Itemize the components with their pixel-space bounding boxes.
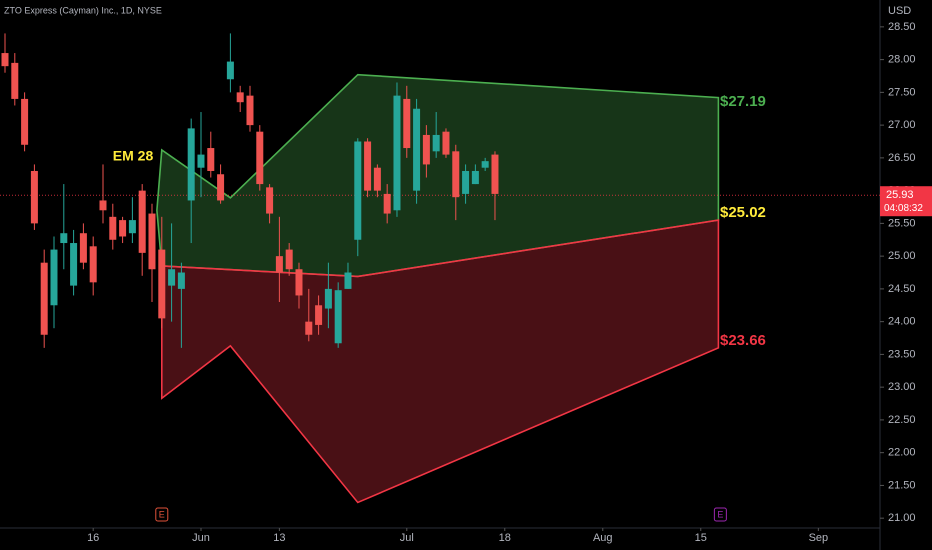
candle-body <box>11 62 19 99</box>
annotation: $23.66 <box>720 332 766 349</box>
candle-body <box>285 249 293 270</box>
candle-body <box>138 190 146 253</box>
candle-body <box>217 174 225 201</box>
y-tick-label: 21.50 <box>888 479 916 491</box>
candle-body <box>256 131 264 185</box>
candle-body <box>491 154 499 194</box>
y-tick-label: 24.50 <box>888 283 916 295</box>
candle-body <box>481 161 489 168</box>
candle-body <box>354 141 362 240</box>
event-label: E <box>159 509 165 519</box>
y-tick-label: 28.00 <box>888 54 916 66</box>
candle-body <box>236 92 244 103</box>
candle-body <box>334 290 342 344</box>
candle-body <box>393 95 401 211</box>
candle-body <box>30 170 38 224</box>
candle-body <box>275 256 283 273</box>
chart-title: ZTO Express (Cayman) Inc., 1D, NYSE <box>4 5 162 15</box>
x-tick-label: Jun <box>192 532 210 544</box>
y-tick-label: 27.00 <box>888 119 916 131</box>
candle-body <box>315 305 323 325</box>
candle-body <box>226 61 234 80</box>
candle-body <box>246 95 254 126</box>
candle-body <box>119 220 127 237</box>
candle-body <box>403 98 411 149</box>
candle-body <box>99 200 107 211</box>
price-tag-value: 25.93 <box>886 189 914 201</box>
candle-body <box>305 321 313 335</box>
candle-body <box>422 134 430 165</box>
y-tick-label: 22.00 <box>888 447 916 459</box>
candle-body <box>373 167 381 191</box>
y-tick-label: 26.50 <box>888 152 916 164</box>
x-tick-label: Sep <box>809 532 829 544</box>
annotation: $27.19 <box>720 93 766 110</box>
candle-body <box>432 134 440 152</box>
candle-body <box>177 272 185 289</box>
candle-body <box>295 269 303 296</box>
x-tick-label: 13 <box>273 532 285 544</box>
candle-body <box>158 249 166 319</box>
candle-body <box>60 233 68 244</box>
candle-body <box>187 128 195 201</box>
candle-body <box>1 53 9 67</box>
candle-body <box>324 288 332 309</box>
event-marker <box>155 507 169 522</box>
annotation: $25.02 <box>720 204 766 221</box>
x-tick-label: 15 <box>695 532 707 544</box>
candle-body <box>50 249 58 306</box>
candle-body <box>109 216 117 240</box>
y-tick-label: 27.50 <box>888 86 916 98</box>
candle-body <box>413 108 421 191</box>
y-tick-label: 23.50 <box>888 348 916 360</box>
candle-body <box>207 148 215 171</box>
candle-body <box>89 246 97 283</box>
candle-body <box>197 154 205 168</box>
currency-label: USD <box>888 5 911 17</box>
x-tick-label: Aug <box>593 532 613 544</box>
y-tick-label: 21.00 <box>888 512 916 524</box>
y-tick-label: 25.00 <box>888 250 916 262</box>
price-tag-countdown: 04:08:32 <box>884 203 923 214</box>
x-tick-label: 16 <box>87 532 99 544</box>
candle-body <box>21 98 29 145</box>
candle-body <box>128 220 136 234</box>
y-tick-label: 22.50 <box>888 414 916 426</box>
event-marker <box>713 507 727 522</box>
candle-body <box>452 151 460 198</box>
candle-body <box>168 269 176 286</box>
y-tick-label: 25.50 <box>888 217 916 229</box>
candle-body <box>383 193 391 214</box>
event-label: E <box>717 509 723 519</box>
candle-body <box>462 170 470 194</box>
candle-body <box>344 272 352 289</box>
y-tick-label: 28.50 <box>888 21 916 33</box>
y-tick-label: 24.00 <box>888 316 916 328</box>
candle-body <box>79 233 87 263</box>
candle-body <box>148 213 156 270</box>
x-tick-label: Jul <box>400 532 414 544</box>
y-tick-label: 23.00 <box>888 381 916 393</box>
annotation: EM 28 <box>113 148 154 164</box>
candle-body <box>364 141 372 191</box>
candle-body <box>70 243 78 286</box>
candle-body <box>40 262 48 335</box>
candle-body <box>266 187 274 214</box>
price-tag <box>880 186 932 217</box>
x-tick-label: 18 <box>499 532 511 544</box>
candle-body <box>442 131 450 155</box>
candle-body <box>471 170 479 185</box>
